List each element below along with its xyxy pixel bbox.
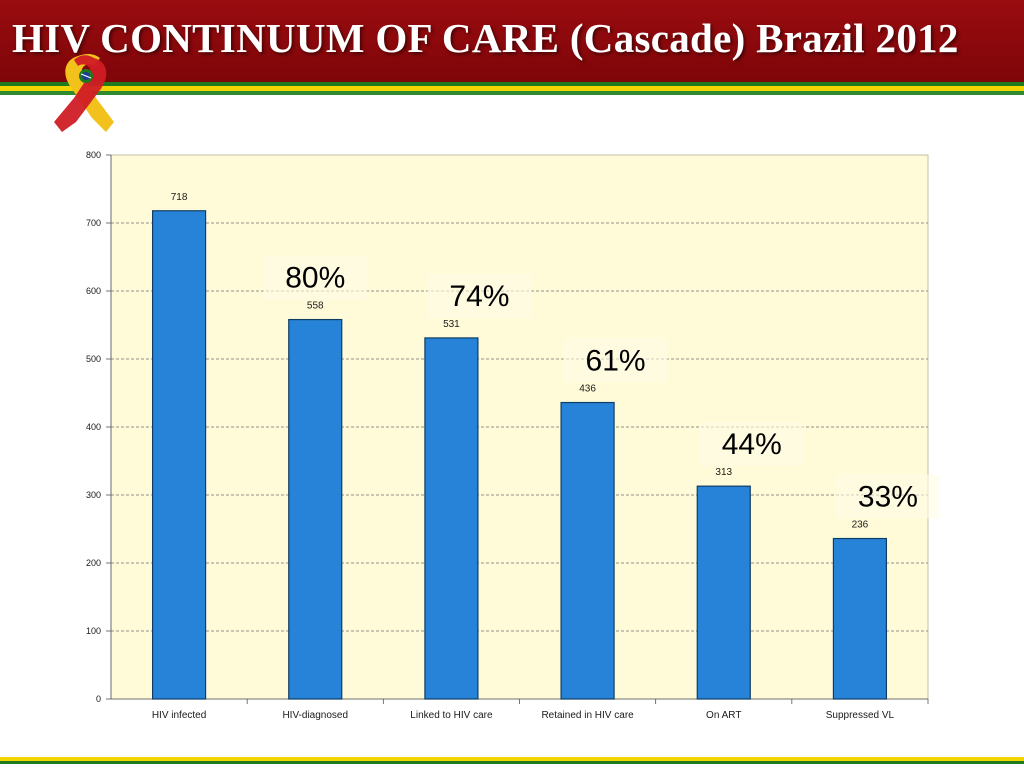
percent-label-box xyxy=(263,255,368,300)
bottom-yellow-stripe xyxy=(0,757,1024,761)
percent-label-box xyxy=(427,273,532,318)
y-tick-label: 200 xyxy=(86,558,101,568)
x-category-label: Retained in HIV care xyxy=(541,710,634,721)
bar-value-label: 436 xyxy=(579,384,596,395)
y-tick-label: 500 xyxy=(86,354,101,364)
bar-value-label: 313 xyxy=(715,467,732,478)
yellow-stripe xyxy=(0,86,1024,91)
percent-label: 80% xyxy=(285,262,345,295)
green-stripe-lower xyxy=(0,91,1024,95)
aids-awareness-ribbon-icon xyxy=(54,54,114,132)
y-tick-label: 0 xyxy=(96,694,101,704)
bar-value-label: 718 xyxy=(171,192,188,203)
x-category-label: HIV-diagnosed xyxy=(282,710,348,721)
category-labels: HIV infected HIV-diagnosed Linked to HIV c… xyxy=(152,699,929,721)
y-tick-label: 700 xyxy=(86,218,101,228)
x-category-label: Suppressed VL xyxy=(826,710,895,721)
bar-value-label: 531 xyxy=(443,319,460,330)
data-labels: 718 558 531 436 313 236 xyxy=(171,192,869,531)
bar-value-label: 236 xyxy=(852,520,869,531)
bars xyxy=(151,210,888,700)
y-tick-label: 100 xyxy=(86,626,101,636)
y-tick-label: 300 xyxy=(86,490,101,500)
bar xyxy=(424,337,479,700)
percent-label-box xyxy=(835,474,940,519)
page-title: HIV CONTINUUM OF CARE (Cascade) Brazil 2… xyxy=(12,15,959,61)
bar xyxy=(288,318,343,700)
x-category-label: HIV infected xyxy=(152,710,206,721)
percent-label: 74% xyxy=(449,280,509,313)
bar xyxy=(832,537,888,700)
x-category-label: On ART xyxy=(706,710,741,721)
bar xyxy=(560,401,615,700)
percent-label: 44% xyxy=(722,428,782,461)
header-bar: HIV CONTINUUM OF CARE (Cascade) Brazil 2… xyxy=(0,0,1024,82)
bar xyxy=(151,210,207,700)
bar-value-label: 558 xyxy=(307,301,324,312)
green-stripe xyxy=(0,82,1024,86)
percent-label-box xyxy=(563,338,668,383)
percent-labels: 80% 74% 61% 44% 33% xyxy=(263,255,940,519)
percent-label: 33% xyxy=(858,481,918,514)
x-category-label: Linked to HIV care xyxy=(410,710,493,721)
y-tick-label: 400 xyxy=(86,422,101,432)
bar xyxy=(696,485,751,700)
bottom-green-stripe xyxy=(0,761,1024,764)
y-tick-label: 600 xyxy=(86,286,101,296)
y-tick-label: 800 xyxy=(86,150,101,160)
percent-label: 61% xyxy=(586,345,646,378)
percent-label-box xyxy=(699,422,804,467)
